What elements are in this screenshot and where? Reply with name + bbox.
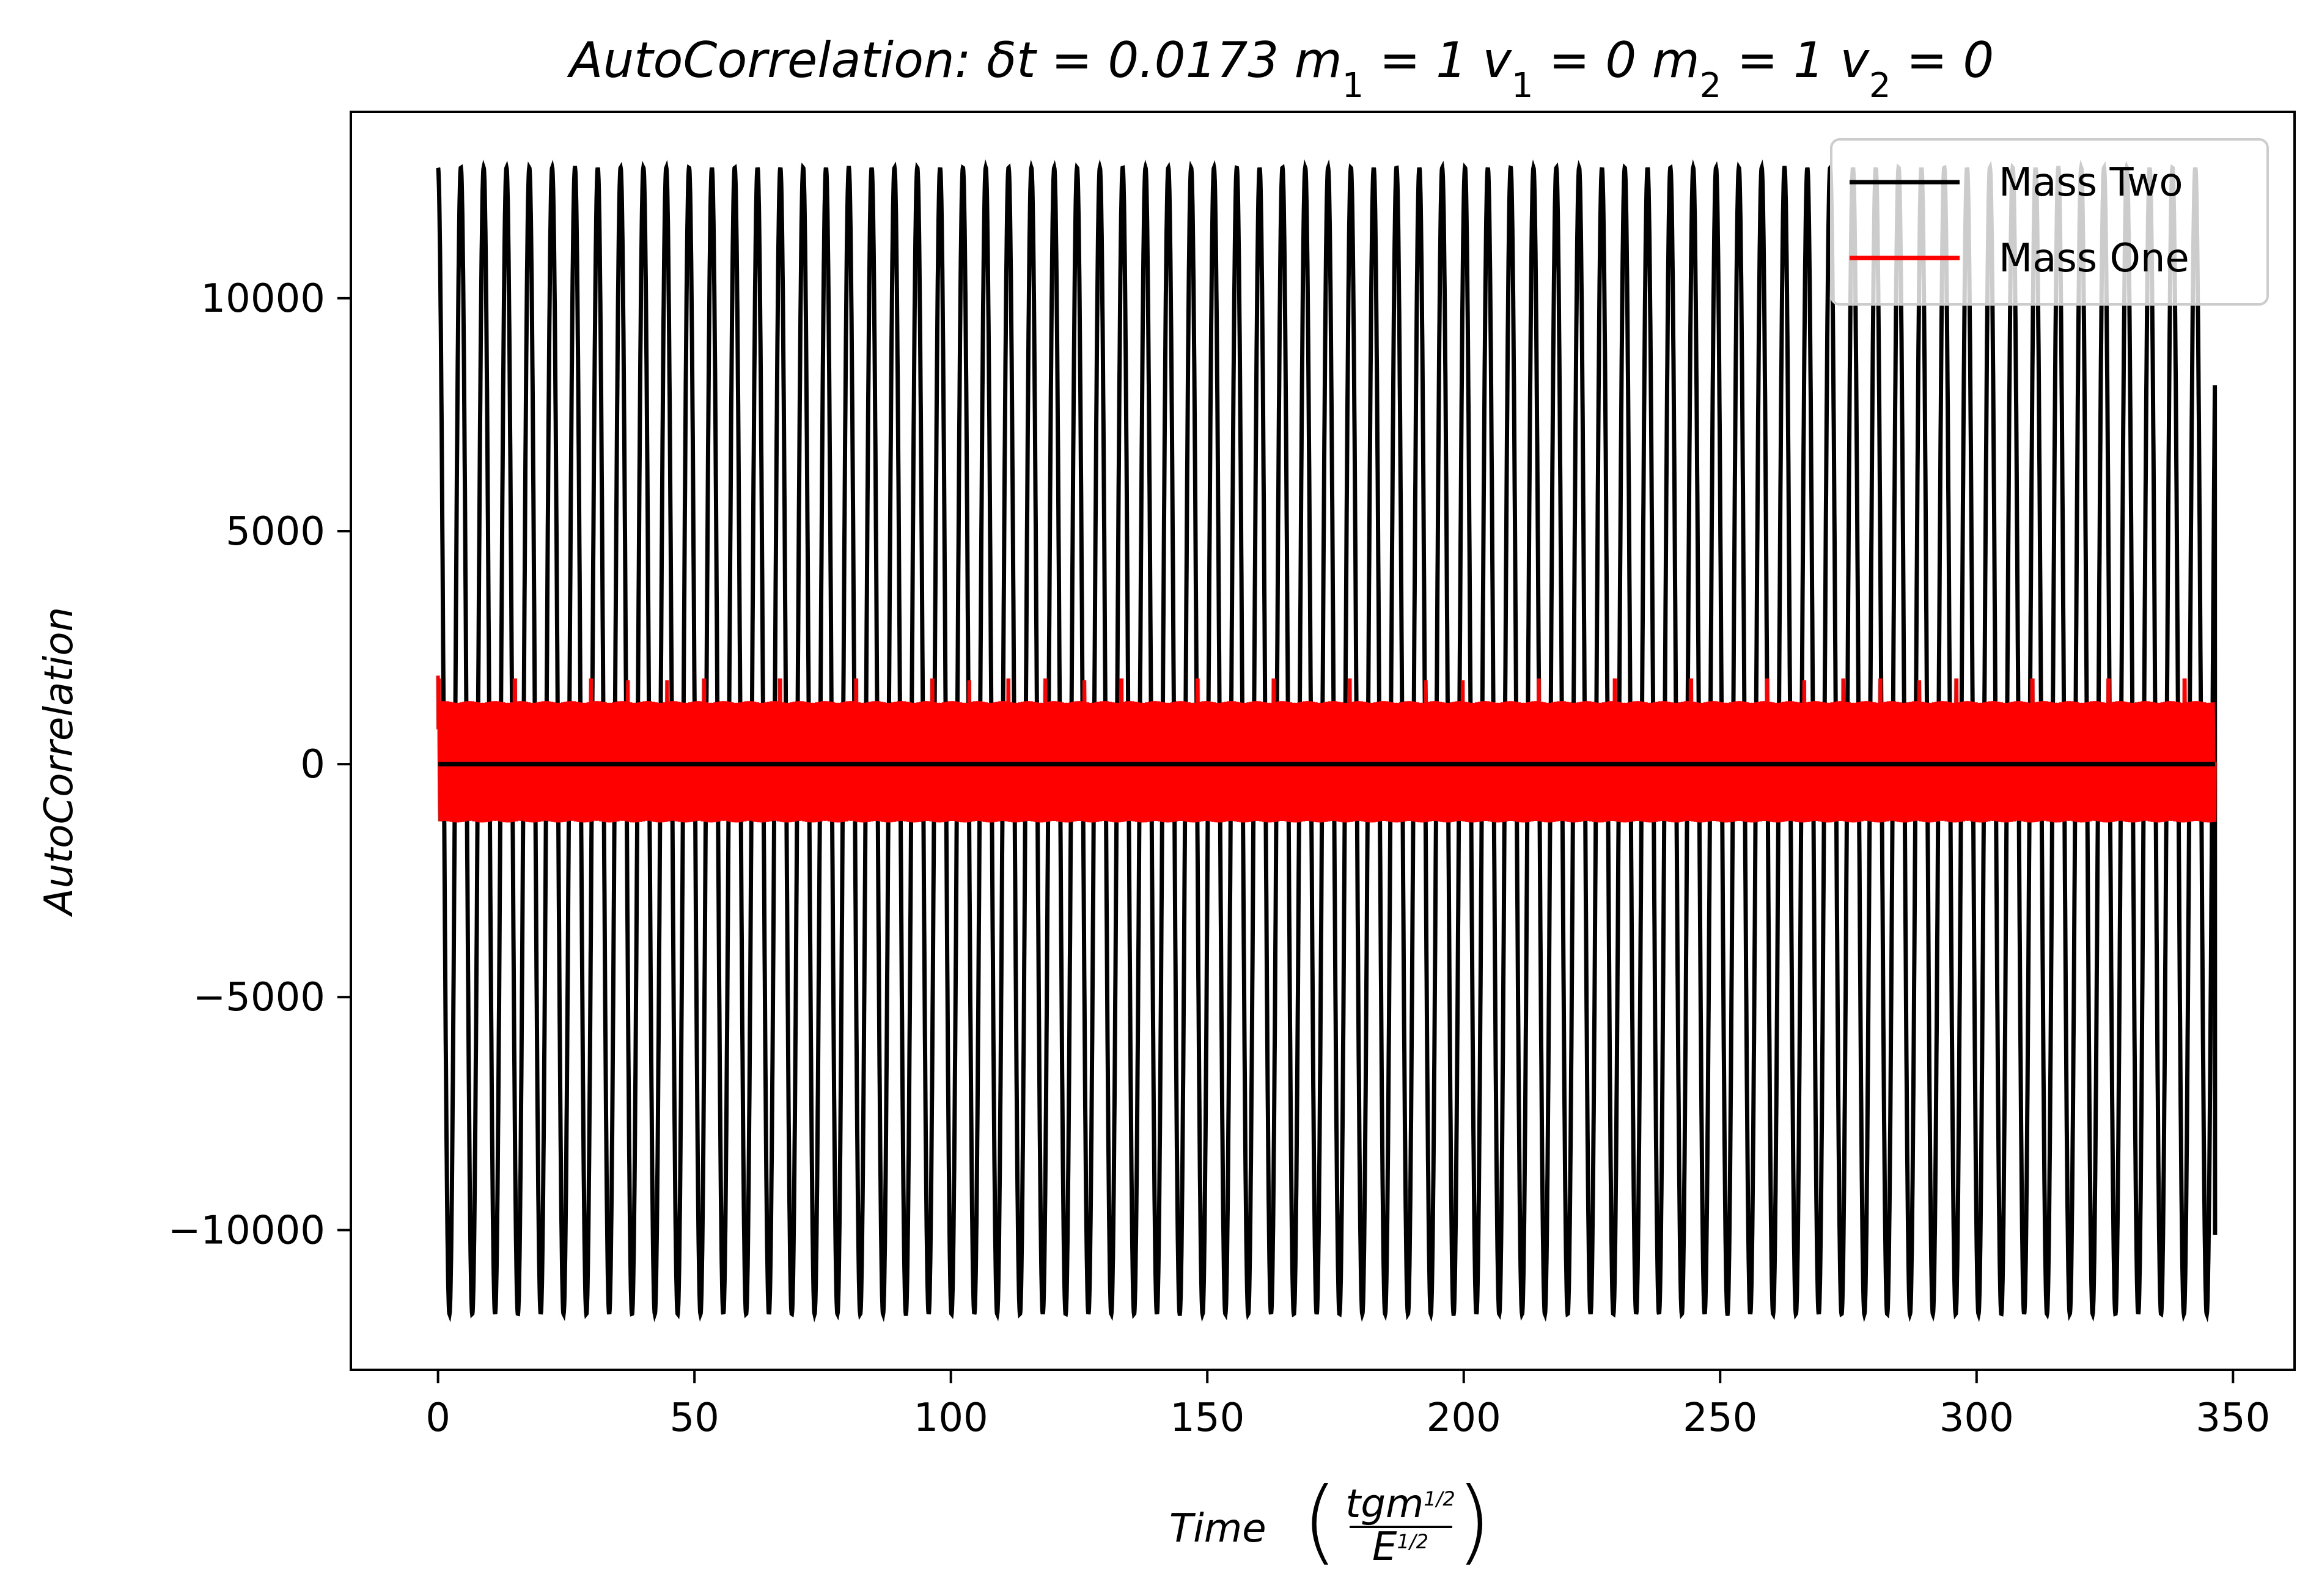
legend: Mass Two Mass One bbox=[1830, 138, 2269, 306]
y-tick-label: 5000 bbox=[226, 509, 325, 554]
x-tick-label: 0 bbox=[425, 1396, 450, 1441]
y-tick-label: −10000 bbox=[168, 1208, 325, 1253]
x-tick-label: 100 bbox=[914, 1396, 988, 1441]
y-tick-label: −5000 bbox=[193, 975, 326, 1020]
legend-label-mass-two: Mass Two bbox=[1999, 160, 2183, 205]
x-tick-label: 50 bbox=[669, 1396, 719, 1441]
x-label-paren-right: ) bbox=[1456, 1468, 1492, 1575]
svg-text:Time: Time bbox=[1169, 1506, 1266, 1551]
plot-frame bbox=[350, 111, 2296, 1371]
x-label-paren-left: ( bbox=[1302, 1468, 1338, 1575]
x-tick-label: 200 bbox=[1427, 1396, 1501, 1441]
x-label-numerator: tgm1/2 bbox=[1345, 1482, 1455, 1527]
x-tick-label: 250 bbox=[1683, 1396, 1757, 1441]
x-tick-label: 150 bbox=[1170, 1396, 1244, 1441]
x-label-denominator: E1/2 bbox=[1372, 1524, 1428, 1570]
legend-label-mass-one: Mass One bbox=[1999, 236, 2189, 281]
series-mass-one-line bbox=[436, 675, 2217, 823]
y-tick-label: 10000 bbox=[200, 276, 325, 322]
y-tick-label: 0 bbox=[300, 742, 325, 787]
x-axis: 0 50 100 150 200 250 300 350 bbox=[425, 1370, 2270, 1441]
y-axis: −10000 −5000 0 5000 10000 bbox=[168, 276, 351, 1253]
y-axis-label: AutoCorrelation bbox=[37, 607, 82, 918]
x-axis-label: Time ( tgm1/2 E1/2 ) bbox=[1169, 1468, 1492, 1575]
x-tick-label: 350 bbox=[2196, 1396, 2270, 1441]
chart-title: AutoCorrelation: δt = 0.0173 m1 = 1 v1 =… bbox=[567, 32, 1994, 106]
x-tick-label: 300 bbox=[1939, 1396, 2014, 1441]
